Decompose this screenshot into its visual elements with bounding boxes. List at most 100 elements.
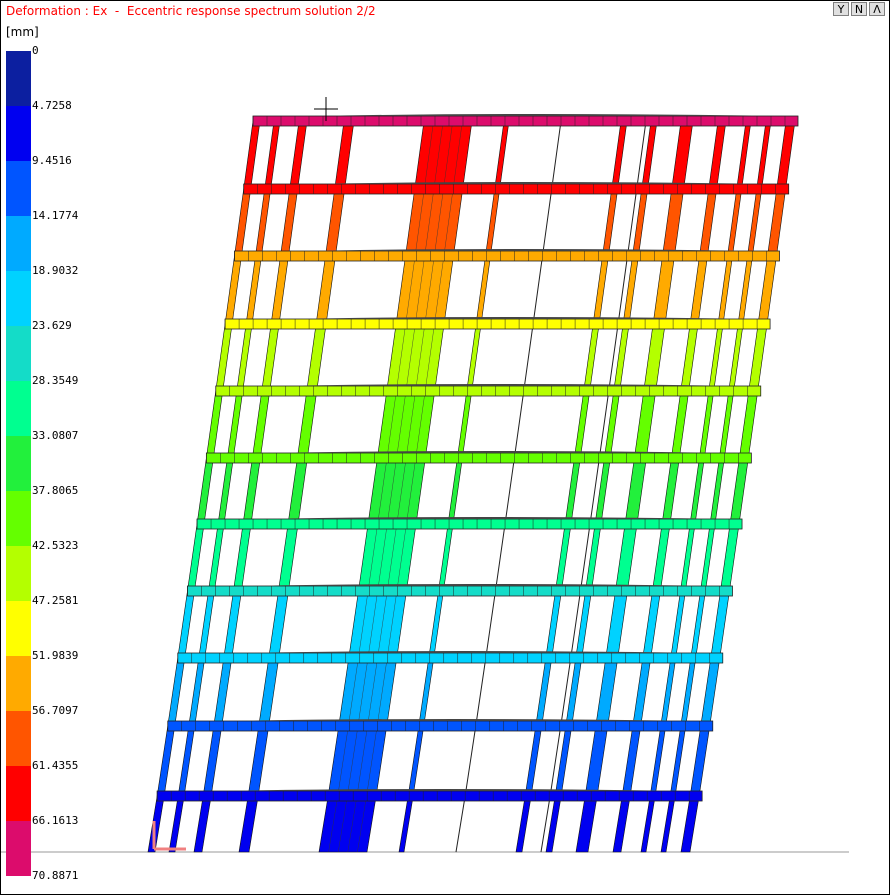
column-segment [776, 120, 796, 190]
core-mesh-line [405, 390, 416, 459]
column-segment [699, 390, 715, 459]
column-segment [289, 120, 308, 190]
column-segment [147, 795, 165, 853]
floor-beam [167, 720, 714, 732]
column-segment [242, 457, 261, 525]
column-segment [287, 457, 308, 525]
column-segment [268, 590, 289, 659]
slab-edge [217, 789, 693, 791]
column-segment [167, 657, 186, 727]
core-mesh-line [356, 725, 368, 797]
legend-label: 70.8871 [32, 869, 79, 882]
column-segment [297, 390, 318, 459]
core-mesh-line [415, 255, 425, 325]
slab-edge [303, 182, 779, 184]
column-segment [680, 657, 697, 727]
column-segment [717, 255, 733, 325]
column-segment [632, 657, 652, 727]
column-segment [177, 725, 196, 797]
column-segment [574, 390, 591, 459]
column-segment [669, 725, 687, 797]
legend-label: 28.3549 [32, 374, 79, 387]
filter-funnel-icon[interactable]: Y [833, 2, 849, 16]
floor-beam [252, 115, 799, 127]
column-segment [564, 457, 581, 525]
core-wall-segment [358, 523, 417, 592]
core-mesh-line [443, 188, 454, 257]
column-segment [622, 255, 639, 325]
core-wall-segment [405, 188, 464, 257]
column-segment [604, 390, 621, 459]
crosshair-cursor-icon [314, 97, 338, 121]
column-segment [206, 390, 224, 459]
column-segment [252, 390, 271, 459]
core-mesh-line [386, 390, 397, 459]
core-mesh-line [357, 657, 369, 727]
legend-label: 47.2581 [32, 594, 79, 607]
column-segment [555, 523, 572, 592]
core-mesh-line [347, 725, 359, 797]
core-mesh-line [377, 457, 388, 525]
column-segment [642, 590, 661, 659]
column-segment [278, 523, 299, 592]
legend-band [6, 491, 31, 546]
column-segment [634, 390, 657, 459]
column-segment [428, 590, 444, 659]
core-mesh-line [377, 590, 388, 659]
interior-gridline [540, 120, 647, 853]
column-segment [708, 120, 727, 190]
column-segment [398, 795, 414, 853]
column-segment [466, 323, 482, 392]
column-segment [475, 255, 491, 325]
column-segment [213, 657, 233, 727]
legend-band [6, 546, 31, 601]
core-mesh-line [347, 795, 358, 853]
core-mesh-line [396, 523, 407, 592]
legend-band [6, 766, 31, 821]
column-segment [649, 725, 667, 797]
column-segment [247, 725, 270, 797]
core-mesh-line [415, 323, 426, 392]
column-segment [494, 120, 510, 190]
core-mesh-line [377, 523, 388, 592]
legend-label: 33.0807 [32, 429, 79, 442]
view-buttons: Y N Λ [833, 2, 885, 16]
slab-edge [313, 114, 788, 116]
column-segment [223, 590, 242, 659]
core-mesh-line [328, 795, 338, 853]
column-segment [524, 725, 543, 797]
slab-edge [275, 384, 751, 386]
column-segment [689, 457, 705, 525]
core-mesh-line [387, 523, 398, 592]
core-mesh-line [367, 657, 378, 727]
legend-label: 18.9032 [32, 264, 79, 277]
column-segment [270, 255, 289, 325]
column-segment [245, 255, 262, 325]
slab-edge [237, 651, 713, 653]
slab-edge [227, 719, 703, 721]
column-segment [720, 523, 740, 592]
core-mesh-line [406, 457, 416, 525]
column-segment [234, 188, 252, 257]
north-icon[interactable]: N [851, 2, 867, 16]
column-segment [612, 795, 631, 853]
column-segment [188, 657, 206, 727]
column-segment [457, 390, 473, 459]
legend-label: 9.4516 [32, 154, 72, 167]
up-chevron-icon[interactable]: Λ [869, 2, 885, 16]
result-title: Deformation : Ex - Eccentric response sp… [6, 4, 376, 18]
floor-beam [177, 652, 724, 664]
column-segment [632, 188, 649, 257]
column-segment [767, 188, 787, 257]
column-segment [605, 590, 628, 659]
slab-edge [294, 249, 770, 251]
column-segment [641, 120, 658, 190]
column-segment [187, 523, 205, 592]
column-segment [583, 323, 600, 392]
column-segment [168, 795, 185, 853]
column-segment [748, 323, 768, 392]
column-segment [624, 457, 647, 525]
column-segment [238, 795, 259, 853]
